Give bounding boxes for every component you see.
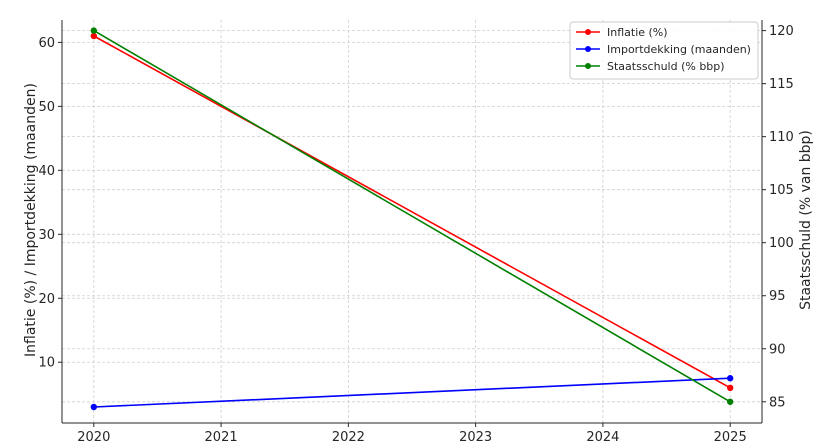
series-lines — [90, 27, 734, 411]
tick-labels: 2020 2021 2022 2023 2024 2025 10 20 30 40 50 60 85 90… — [38, 24, 793, 445]
y-left-tick-label: 10 — [38, 356, 55, 371]
y-axis-left-title: Inflatie (%) / Importdekking (maanden) — [23, 83, 39, 357]
y-left-tick-label: 40 — [38, 164, 55, 179]
y-right-tick-label: 110 — [769, 130, 794, 145]
data-point-inflatie — [90, 32, 98, 40]
y-left-tick-label: 50 — [38, 100, 55, 115]
data-point-inflatie — [726, 384, 734, 392]
y-right-tick-label: 85 — [769, 395, 786, 410]
x-tick-label: 2021 — [205, 430, 238, 445]
legend-label: Importdekking (maanden) — [607, 43, 751, 56]
legend-box — [569, 21, 759, 80]
y-right-tick-label: 105 — [769, 183, 794, 198]
data-point-staatsschuld-bbp — [726, 398, 734, 405]
y-right-tick-label: 90 — [769, 342, 786, 357]
legend-swatch-marker — [585, 63, 591, 69]
y-right-tick-label: 95 — [769, 289, 786, 304]
legend-swatch-marker — [585, 29, 591, 35]
axes — [58, 20, 766, 427]
y-left-tick-label: 60 — [38, 36, 55, 51]
x-tick-label: 2020 — [77, 430, 110, 445]
y-axis-right-title: Staatsschuld (% van bbp) — [798, 130, 814, 310]
data-point-importdekking-maanden — [90, 403, 98, 411]
grid — [62, 20, 762, 423]
series-line-inflatie — [93, 35, 731, 389]
x-tick-label: 2024 — [586, 430, 619, 445]
x-tick-label: 2025 — [714, 430, 747, 445]
y-right-tick-label: 100 — [769, 236, 794, 251]
x-tick-label: 2022 — [332, 430, 365, 445]
legend-label: Inflatie (%) — [607, 26, 668, 39]
data-point-importdekking-maanden — [726, 375, 734, 382]
data-point-staatsschuld-bbp — [90, 27, 98, 34]
y-left-tick-label: 20 — [38, 292, 55, 307]
y-right-tick-label: 115 — [769, 77, 794, 92]
legend: Inflatie (%) Importdekking (maanden) Staat… — [569, 21, 759, 80]
series-line-importdekking-maanden — [93, 377, 731, 408]
y-left-tick-label: 30 — [38, 228, 55, 243]
series-line-staatsschuld-bbp — [93, 29, 731, 403]
legend-swatch-marker — [585, 46, 591, 52]
y-right-tick-label: 120 — [769, 24, 794, 39]
x-tick-label: 2023 — [459, 430, 492, 445]
legend-label: Staatsschuld (% bbp) — [607, 60, 725, 73]
